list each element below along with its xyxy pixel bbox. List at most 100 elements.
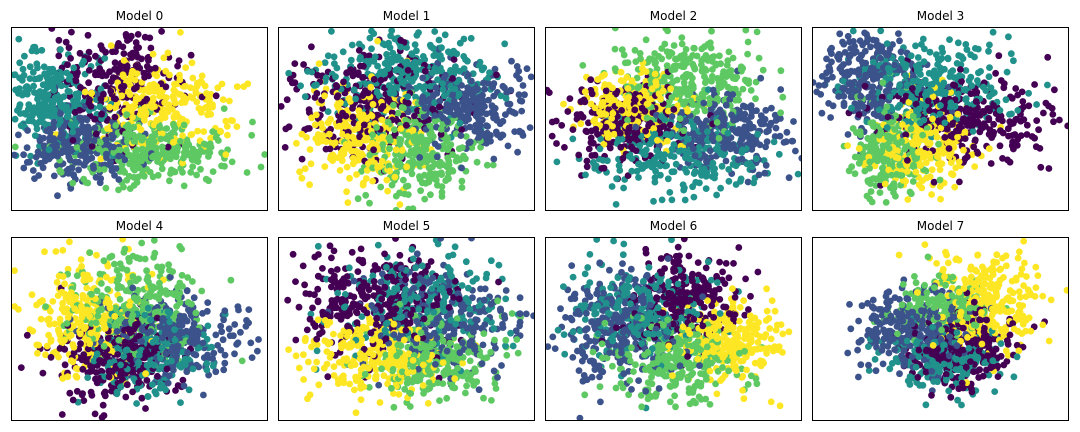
scatter-point — [665, 107, 672, 115]
scatter-point — [120, 57, 128, 64]
scatter-point — [347, 66, 355, 74]
scatter-point — [293, 139, 300, 147]
scatter-point — [54, 192, 61, 200]
scatter-point — [353, 148, 361, 155]
scatter-point — [57, 74, 65, 82]
scatter-point — [203, 90, 210, 97]
scatter-point — [249, 118, 256, 126]
scatter-point — [896, 37, 903, 45]
scatter-point — [985, 47, 992, 55]
scatter-point — [103, 150, 110, 158]
scatter-point — [441, 31, 449, 39]
scatter-point — [930, 178, 938, 186]
scatter-point — [53, 143, 60, 151]
scatter-point — [679, 73, 687, 81]
scatter-point — [88, 154, 96, 162]
scatter-point — [308, 114, 316, 122]
scatter-point — [71, 120, 79, 128]
scatter-point — [946, 36, 953, 43]
scatter-point — [119, 71, 127, 79]
scatter-point — [771, 133, 779, 140]
scatter-point — [201, 140, 209, 148]
scatter-point — [26, 63, 34, 71]
scatter-point — [104, 125, 111, 132]
scatter-point — [354, 195, 362, 203]
scatter-point — [445, 48, 452, 56]
scatter-point — [134, 162, 141, 170]
scatter-point — [348, 147, 355, 155]
scatter-point — [186, 151, 194, 159]
scatter-point — [705, 100, 713, 108]
scatter-point — [1003, 68, 1011, 76]
scatter-point — [919, 35, 927, 43]
scatter-point — [156, 123, 163, 131]
scatter-point — [188, 131, 196, 138]
scatter-point — [301, 93, 309, 101]
scatter-point — [421, 171, 428, 179]
scatter-point — [788, 137, 796, 145]
scatter-point — [392, 146, 400, 154]
scatter-point — [431, 28, 439, 35]
scatter-point — [117, 62, 124, 70]
scatter-point — [866, 195, 874, 203]
scatter-point — [827, 114, 834, 121]
scatter-point — [100, 166, 108, 173]
scatter-point — [102, 72, 110, 79]
scatter-point — [729, 54, 737, 62]
scatter-point — [619, 155, 627, 162]
scatter-point — [419, 93, 427, 101]
scatter-point — [223, 123, 231, 130]
scatter-point — [601, 81, 609, 88]
scatter-point — [717, 184, 724, 192]
scatter-point — [680, 100, 687, 108]
scatter-point — [89, 162, 97, 170]
scatter-point — [747, 105, 755, 112]
scatter-point — [16, 85, 23, 92]
scatter-point — [899, 121, 906, 128]
scatter-point — [15, 131, 22, 139]
scatter-point — [708, 28, 715, 35]
scatter-point — [414, 107, 421, 115]
scatter-point — [581, 88, 589, 96]
scatter-point — [41, 70, 49, 78]
scatter-point — [370, 146, 377, 154]
scatter-point — [36, 137, 44, 145]
scatter-point — [406, 151, 413, 159]
scatter-point — [688, 79, 695, 87]
scatter-point — [452, 63, 459, 70]
scatter-point — [611, 45, 619, 53]
scatter-point — [22, 84, 30, 91]
scatter-point — [668, 94, 676, 101]
scatter-point — [151, 103, 159, 110]
scatter-point — [693, 108, 701, 115]
scatter-point — [768, 104, 775, 112]
scatter-point — [883, 51, 891, 59]
scatter-point — [167, 170, 174, 177]
scatter-point — [623, 73, 631, 81]
scatter-point — [682, 46, 690, 53]
scatter-point — [98, 110, 105, 118]
scatter-point — [408, 170, 416, 178]
scatter-point — [226, 97, 233, 105]
scatter-point — [131, 76, 139, 84]
scatter-point — [156, 92, 164, 100]
scatter-point — [376, 69, 384, 77]
scatter-point — [97, 155, 105, 163]
scatter-point — [663, 130, 670, 138]
scatter-point — [912, 168, 920, 176]
scatter-point — [176, 76, 184, 84]
scatter-point — [68, 164, 76, 172]
scatter-point — [986, 41, 993, 49]
scatter-point — [194, 79, 201, 87]
scatter-point — [361, 136, 369, 144]
scatter-point — [55, 52, 63, 60]
scatter-point — [890, 180, 898, 188]
scatter-point — [645, 159, 652, 167]
scatter-point — [330, 53, 338, 61]
scatter-point — [523, 65, 531, 73]
scatter-point — [490, 92, 498, 100]
scatter-point — [162, 67, 170, 75]
scatter-point — [558, 122, 566, 129]
scatter-point — [757, 74, 765, 82]
